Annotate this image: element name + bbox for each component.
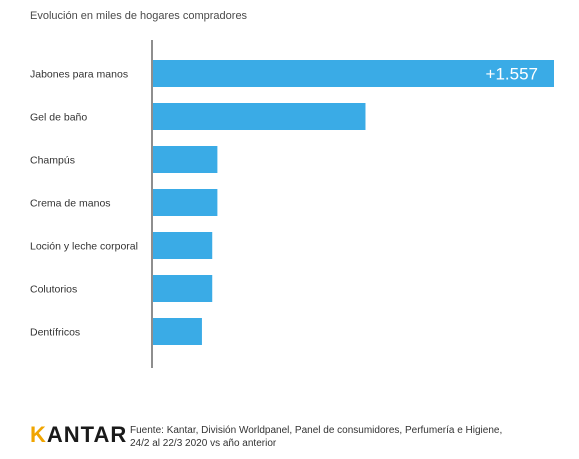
category-labels: Jabones para manos Gel de baño Champús Crem… [30, 69, 138, 339]
source-note: Fuente: Kantar, División Worldpanel, Pan… [130, 424, 550, 450]
category-label-4: Crema de manos [30, 198, 111, 210]
category-label-5: Loción y leche corporal [30, 241, 138, 253]
bar-7 [153, 318, 202, 345]
category-label-7: Dentífricos [30, 327, 80, 339]
source-line-1: Fuente: Kantar, División Worldpanel, Pan… [130, 425, 503, 436]
category-label-1: Jabones para manos [30, 69, 128, 81]
bar-3 [153, 146, 218, 173]
bar-2 [153, 103, 366, 130]
bar-5 [153, 232, 213, 259]
chart-title: Evolución en miles de hogares compradore… [30, 10, 248, 22]
category-label-3: Champús [30, 155, 75, 167]
bars: +1.557 [153, 60, 554, 345]
bar-1 [153, 60, 554, 87]
kantar-logo: KANTAR [30, 422, 128, 447]
bar-chart: Jabones para manos Gel de baño Champús Crem… [30, 40, 554, 368]
bar-4 [153, 189, 218, 216]
footer: KANTAR Fuente: Kantar, División Worldpan… [30, 420, 570, 454]
category-label-2: Gel de baño [30, 112, 87, 124]
source-line-2: 24/2 al 22/3 2020 vs año anterior [130, 438, 277, 449]
data-label-1: +1.557 [486, 65, 538, 84]
bar-6 [153, 275, 213, 302]
category-label-6: Colutorios [30, 284, 77, 296]
